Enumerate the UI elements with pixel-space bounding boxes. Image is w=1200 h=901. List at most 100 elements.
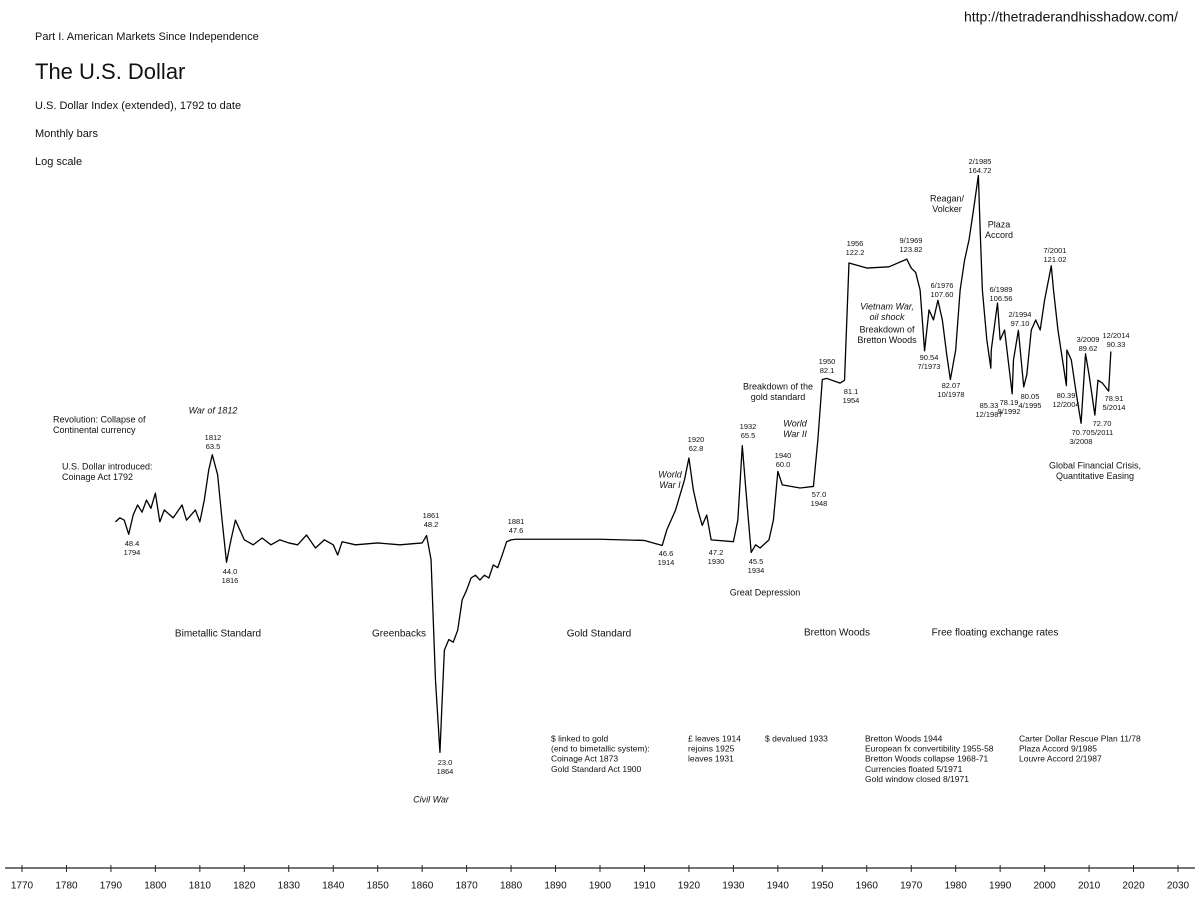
- x-tick-label: 1810: [189, 881, 212, 892]
- price-line: [114, 174, 1112, 754]
- annotation: Bretton Woods: [804, 628, 870, 639]
- annotation: (end to bimetallic system):: [551, 743, 650, 753]
- x-tick-label: 1840: [322, 881, 345, 892]
- x-tick-label: 1920: [678, 881, 701, 892]
- annotation: 1920: [688, 435, 705, 444]
- annotation: War of 1812: [189, 405, 238, 415]
- annotation: 1934: [748, 566, 765, 575]
- annotation: 80.05: [1021, 392, 1040, 401]
- annotation: 5/2014: [1103, 403, 1126, 412]
- annotation: Greenbacks: [372, 629, 426, 640]
- annotation: 90.54: [920, 353, 939, 362]
- annotation: World: [658, 469, 682, 479]
- x-tick-label: 1850: [367, 881, 390, 892]
- x-tick-label: 2030: [1167, 881, 1190, 892]
- annotation: Currencies floated 5/1971: [865, 764, 963, 774]
- annotation: 1881: [508, 517, 525, 526]
- x-tick-label: 1890: [544, 881, 567, 892]
- annotation: Gold window closed 8/1971: [865, 774, 969, 784]
- annotation: Accord: [985, 230, 1013, 240]
- annotation: Quantitative Easing: [1056, 471, 1134, 481]
- x-tick-label: 2010: [1078, 881, 1101, 892]
- annotation: 3/2008: [1070, 437, 1093, 446]
- x-tick-label: 1990: [989, 881, 1012, 892]
- annotation: 81.1: [844, 387, 859, 396]
- annotation: rejoins 1925: [688, 743, 735, 753]
- x-tick-label: 1820: [233, 881, 256, 892]
- x-tick-label: 1970: [900, 881, 923, 892]
- note: Log scale: [35, 156, 82, 168]
- source-url: http://thetraderandhisshadow.com/: [964, 9, 1178, 25]
- annotation: 7/2001: [1044, 246, 1067, 255]
- annotation: Revolution: Collapse of: [53, 414, 146, 424]
- annotation: 23.0: [438, 758, 453, 767]
- annotation: Bretton Woods collapse 1968-71: [865, 754, 988, 764]
- annotation: 2/1985: [969, 157, 992, 166]
- annotation: 57.0: [812, 490, 827, 499]
- annotation: 72.70: [1093, 419, 1112, 428]
- annotation: 164.72: [969, 166, 992, 175]
- annotation: 63.5: [206, 442, 221, 451]
- annotation: 1948: [811, 499, 828, 508]
- annotation: 78.19: [1000, 398, 1019, 407]
- annotation: 1956: [847, 239, 864, 248]
- annotation: 60.0: [776, 460, 791, 469]
- x-tick-label: 1940: [767, 881, 790, 892]
- x-tick-label: 1830: [278, 881, 301, 892]
- annotation: Plaza Accord 9/1985: [1019, 743, 1097, 753]
- x-tick-label: 1960: [856, 881, 879, 892]
- annotation: 12/2004: [1052, 400, 1079, 409]
- annotation: Vietnam War,: [860, 301, 914, 311]
- annotation: Free floating exchange rates: [932, 628, 1059, 639]
- annotation: Continental currency: [53, 425, 136, 435]
- x-tick-label: 1900: [589, 881, 612, 892]
- x-tick-label: 1930: [722, 881, 745, 892]
- annotation: Bretton Woods 1944: [865, 733, 943, 743]
- annotation: 1940: [775, 451, 792, 460]
- chart-title: The U.S. Dollar: [35, 59, 185, 84]
- annotation: 1954: [843, 396, 860, 405]
- annotation: Great Depression: [730, 587, 801, 597]
- annotation: 3/2009: [1077, 335, 1100, 344]
- annotation: Coinage Act 1873: [551, 754, 618, 764]
- annotation: Gold Standard Act 1900: [551, 764, 642, 774]
- annotation: 5/2011: [1091, 428, 1113, 437]
- annotation: Global Financial Crisis,: [1049, 460, 1141, 470]
- annotation: Civil War: [413, 794, 450, 804]
- annotation: 46.6: [659, 549, 674, 558]
- annotation: Reagan/: [930, 193, 965, 203]
- annotation: Louvre Accord 2/1987: [1019, 754, 1102, 764]
- annotation: 12/1987: [975, 410, 1002, 419]
- annotation: 89.62: [1079, 344, 1098, 353]
- x-tick-label: 1980: [945, 881, 968, 892]
- supertitle: Part I. American Markets Since Independe…: [35, 31, 259, 43]
- annotation: 12/2014: [1102, 331, 1129, 340]
- annotation: Breakdown of the: [743, 381, 813, 391]
- annotation: 6/1989: [990, 285, 1013, 294]
- annotation: World: [783, 418, 807, 428]
- annotation: Breakdown of: [859, 324, 915, 334]
- x-tick-label: 1780: [55, 881, 78, 892]
- annotation: 70.70: [1072, 428, 1091, 437]
- annotation: 85.33: [980, 401, 999, 410]
- note: Monthly bars: [35, 128, 98, 140]
- annotation: 1816: [222, 576, 239, 585]
- x-tick-label: 1870: [455, 881, 478, 892]
- annotation: 4/1995: [1019, 401, 1042, 410]
- annotation: 1930: [708, 557, 725, 566]
- annotation: 82.1: [820, 366, 835, 375]
- annotation: 106.56: [990, 294, 1013, 303]
- annotation: 78.91: [1105, 394, 1124, 403]
- annotation: Volcker: [932, 204, 962, 214]
- x-tick-label: 1770: [11, 881, 34, 892]
- annotation: Coinage Act 1792: [62, 472, 133, 482]
- annotation: 1861: [423, 511, 440, 520]
- annotation: War I: [659, 480, 681, 490]
- annotation: 1812: [205, 433, 222, 442]
- annotation: 90.33: [1107, 340, 1126, 349]
- annotation: 97.10: [1011, 319, 1030, 328]
- annotation: gold standard: [751, 392, 806, 402]
- annotation: 80.39: [1057, 391, 1076, 400]
- annotation: 6/1976: [931, 281, 954, 290]
